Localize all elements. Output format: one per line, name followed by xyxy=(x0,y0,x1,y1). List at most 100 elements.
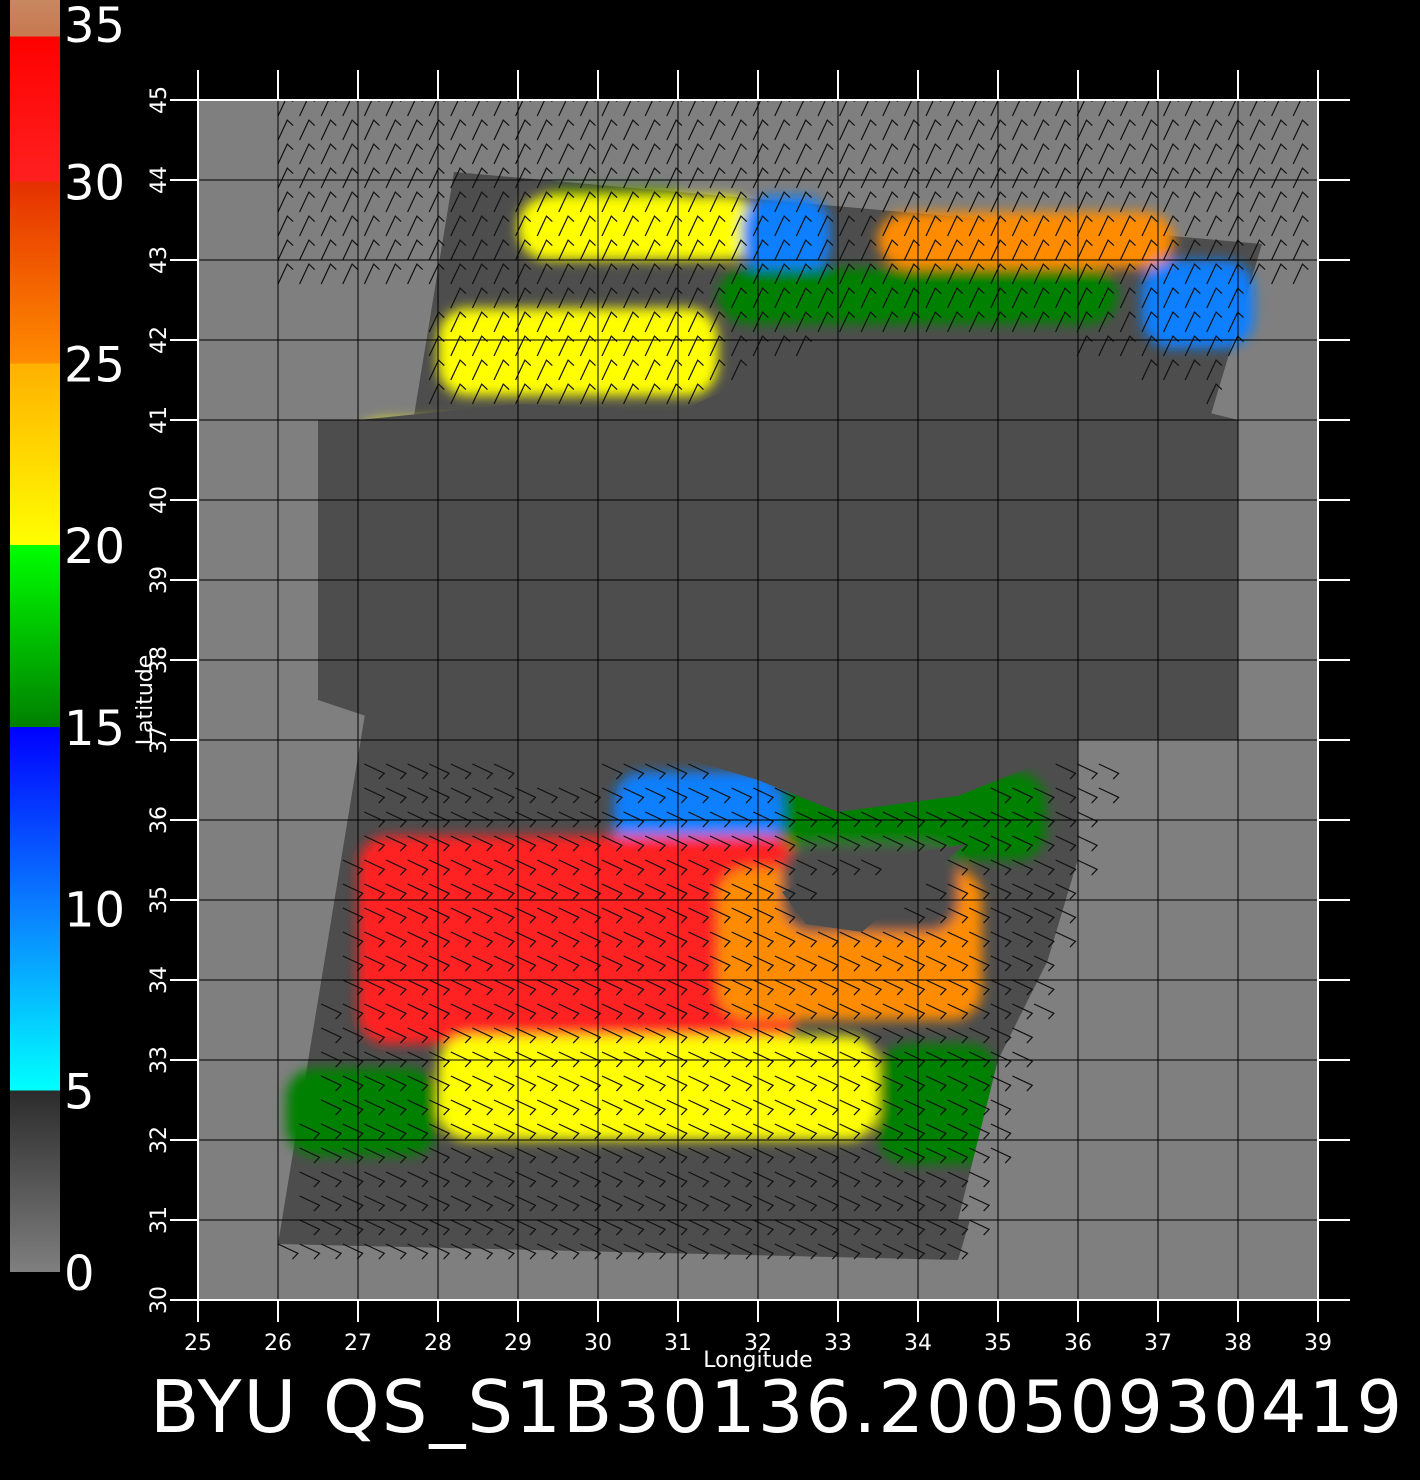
wind-barb xyxy=(839,167,856,189)
x-tick-label: 28 xyxy=(424,1331,452,1356)
wind-barb xyxy=(515,1147,537,1164)
wind-barb xyxy=(860,1099,883,1116)
wind-barb xyxy=(515,287,532,309)
wind-barb xyxy=(579,287,596,309)
wind-barb xyxy=(1055,119,1072,141)
wind-barb xyxy=(731,119,748,141)
wind-barb xyxy=(579,215,596,237)
wind-barb xyxy=(407,1075,429,1092)
wind-barb xyxy=(1076,835,1099,852)
wind-barb xyxy=(709,1075,731,1092)
wind-barb xyxy=(601,763,623,780)
wind-barb xyxy=(795,191,812,213)
x-tick-label: 37 xyxy=(1144,1331,1172,1356)
wind-barb xyxy=(817,119,834,141)
wind-barb xyxy=(882,979,904,996)
wind-barb xyxy=(925,100,942,117)
wind-barb xyxy=(860,1027,883,1044)
wind-barb xyxy=(450,1003,472,1020)
wind-barb xyxy=(407,979,429,996)
wind-barb xyxy=(1076,119,1093,141)
wind-barb xyxy=(709,100,726,117)
wind-barb xyxy=(1163,359,1180,381)
wind-barb xyxy=(688,835,710,852)
wind-barb xyxy=(709,1219,731,1236)
wind-barb xyxy=(623,1003,645,1020)
wind-barb xyxy=(623,883,645,900)
wind-barb xyxy=(580,979,602,996)
wind-barb xyxy=(450,1147,472,1164)
wind-barb xyxy=(536,1243,559,1260)
wind-barb xyxy=(774,787,796,804)
wind-barb xyxy=(1249,119,1266,141)
wind-barb xyxy=(493,979,515,996)
wind-barb xyxy=(536,263,553,285)
wind-barb xyxy=(623,359,640,381)
wind-barb xyxy=(450,167,467,189)
wind-barb xyxy=(947,907,969,924)
wind-barb xyxy=(1012,1003,1034,1020)
wind-barb xyxy=(644,100,661,117)
wind-barb xyxy=(796,1003,818,1020)
wind-barb xyxy=(990,100,1007,117)
wind-barb xyxy=(752,1123,775,1140)
wind-barb xyxy=(666,787,688,804)
wind-barb xyxy=(342,1003,364,1020)
wind-barb xyxy=(623,119,640,141)
wind-barb xyxy=(493,763,515,780)
wind-barb xyxy=(407,811,429,828)
wind-barb xyxy=(687,287,704,309)
wind-barb xyxy=(839,1243,861,1260)
wind-barb xyxy=(1033,311,1050,333)
wind-barb xyxy=(1012,859,1034,876)
wind-barb xyxy=(299,1219,321,1236)
wind-barb xyxy=(472,1123,494,1140)
wind-barb xyxy=(407,191,424,213)
wind-barb xyxy=(580,835,602,852)
region-black-sea-south-coast-yellow xyxy=(438,308,718,396)
wind-barb xyxy=(904,1243,926,1260)
wind-barb xyxy=(601,1099,623,1116)
x-tick-label: 38 xyxy=(1224,1331,1252,1356)
wind-barb xyxy=(364,907,386,924)
wind-barb xyxy=(774,835,796,852)
wind-barb xyxy=(731,955,753,972)
wind-barb xyxy=(472,811,494,828)
wind-barb xyxy=(666,383,683,405)
wind-barb xyxy=(558,979,580,996)
wind-barb xyxy=(1011,119,1028,141)
wind-barb xyxy=(1076,100,1093,117)
wind-barb xyxy=(558,1003,580,1020)
wind-barb xyxy=(947,191,964,213)
y-tick-label: 40 xyxy=(147,486,172,514)
wind-barb xyxy=(580,883,602,900)
wind-barb xyxy=(731,835,753,852)
wind-barb xyxy=(990,979,1012,996)
wind-barb xyxy=(1292,263,1309,285)
wind-barb xyxy=(320,167,337,189)
wind-barb xyxy=(493,383,510,405)
wind-barb xyxy=(450,100,467,117)
wind-barb xyxy=(731,167,748,189)
wind-barb xyxy=(882,1003,904,1020)
wind-barb xyxy=(320,1075,343,1092)
wind-barb xyxy=(644,215,661,237)
wind-barb xyxy=(1055,100,1072,117)
wind-barb xyxy=(299,143,316,165)
wind-barb xyxy=(536,119,553,141)
wind-barb xyxy=(1141,167,1158,189)
wind-barb xyxy=(1011,191,1028,213)
wind-barb xyxy=(752,1147,775,1164)
wind-barb xyxy=(580,1051,602,1068)
wind-barb xyxy=(1033,907,1055,924)
wind-barb xyxy=(882,1147,904,1164)
wind-barb xyxy=(666,1099,688,1116)
wind-barb xyxy=(666,1171,688,1188)
wind-barb xyxy=(839,1003,861,1020)
wind-barb xyxy=(925,287,942,309)
wind-barb xyxy=(947,1051,969,1068)
wind-barb xyxy=(623,787,645,804)
wind-barb xyxy=(796,835,818,852)
wind-barb xyxy=(342,263,359,285)
wind-barb xyxy=(601,1003,623,1020)
